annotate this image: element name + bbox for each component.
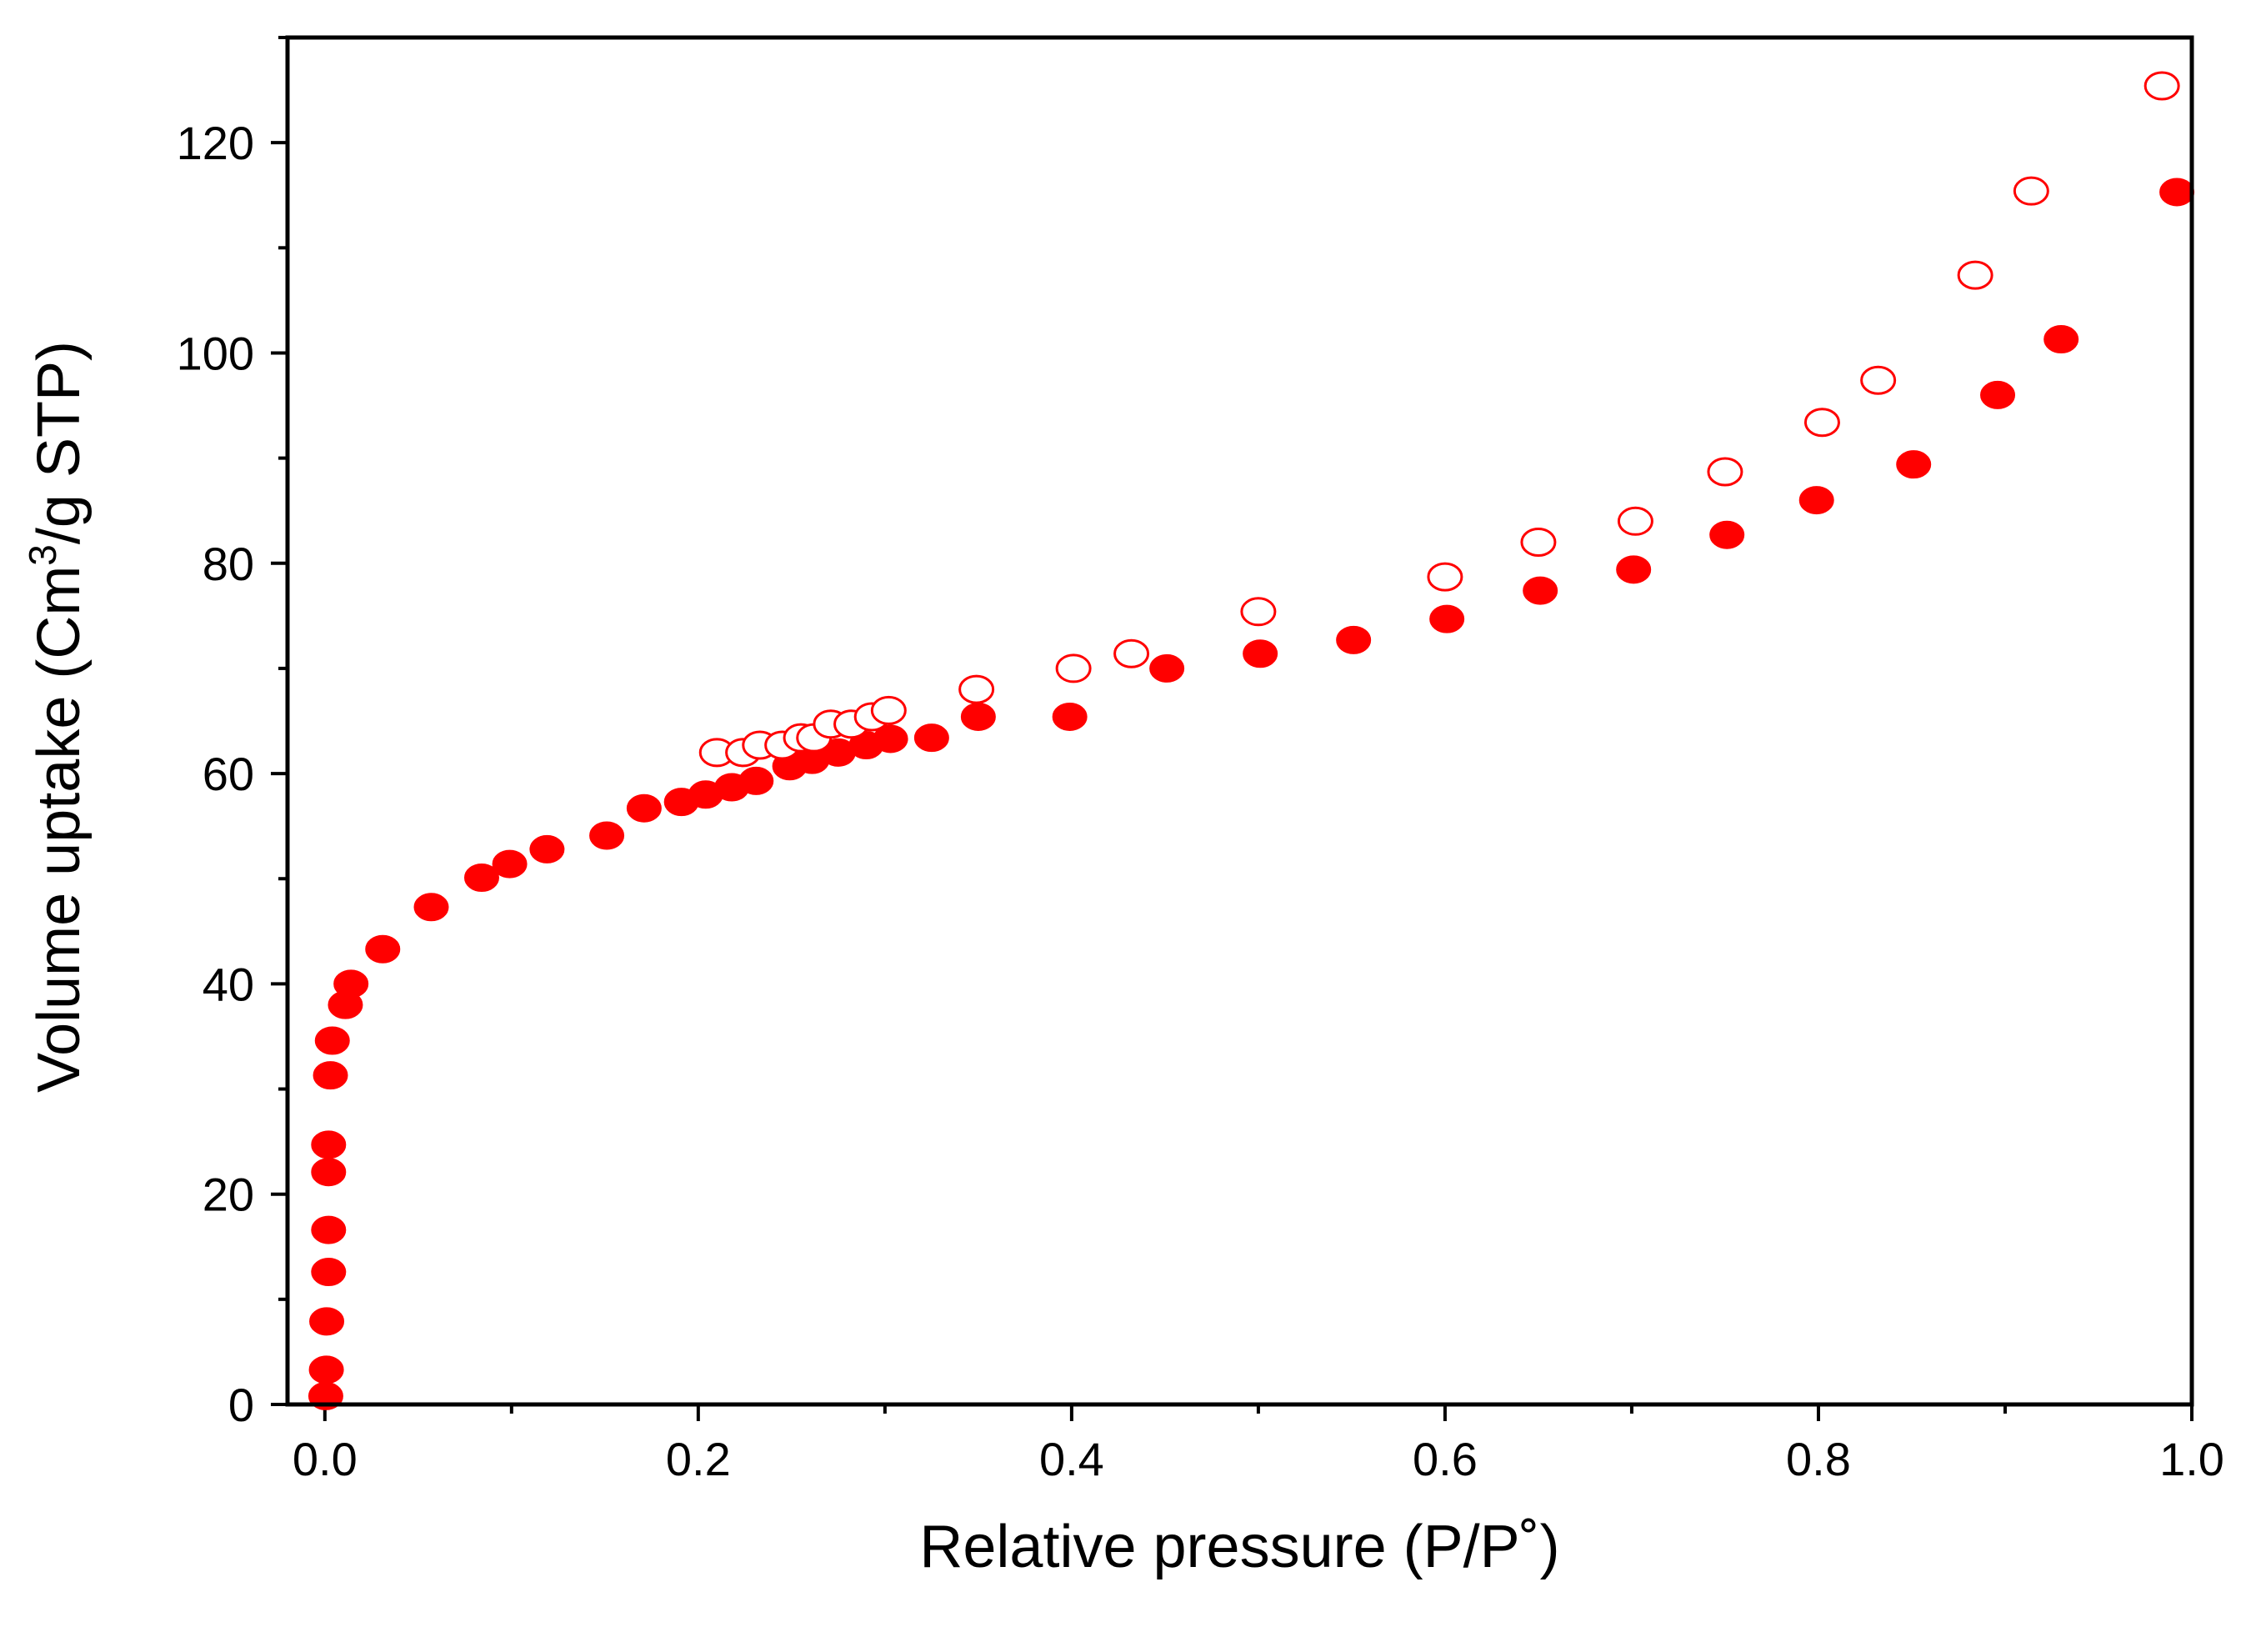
adsorption-point (589, 821, 625, 850)
y-tick-label: 80 (203, 538, 254, 590)
adsorption-point (1896, 450, 1932, 479)
x-axis-title: Relative pressure (P/P˚) (919, 1514, 1559, 1580)
adsorption-point (1798, 486, 1834, 515)
adsorption-point (1052, 702, 1088, 731)
desorption-point (2013, 176, 2049, 206)
adsorption-point (1616, 555, 1652, 584)
y-axis-title-main: Volume uptake (Cm (26, 566, 93, 1093)
adsorption-point (313, 1061, 348, 1090)
desorption-point (1707, 457, 1743, 487)
adsorption-point (2043, 325, 2079, 354)
y-tick-label: 0 (228, 1379, 254, 1431)
desorption-point (1617, 506, 1653, 536)
y-tick-label: 120 (177, 117, 254, 169)
adsorption-point (913, 723, 949, 753)
adsorption-point (1336, 625, 1372, 654)
adsorption-point (738, 766, 774, 795)
x-tick-label: 0.2 (666, 1433, 731, 1485)
desorption-point (1957, 260, 1993, 290)
desorption-point (1520, 528, 1557, 558)
x-tick-label: 0.0 (293, 1433, 358, 1485)
adsorption-point (1429, 604, 1465, 633)
y-tick-label: 100 (177, 327, 254, 379)
y-axis-title-superscript: 3 (21, 544, 64, 566)
series-adsorption (308, 178, 2195, 1410)
y-tick-label: 60 (203, 748, 254, 800)
adsorption-point (463, 863, 499, 892)
x-tick-label: 0.8 (1786, 1433, 1851, 1485)
adsorption-point (309, 1307, 345, 1336)
adsorption-point (314, 1026, 350, 1055)
plot-frame (285, 35, 2194, 1407)
y-tick-label: 40 (203, 958, 254, 1010)
adsorption-point (1709, 520, 1745, 549)
adsorption-point (1243, 639, 1278, 668)
adsorption-point (311, 1215, 347, 1244)
x-tick-labels: 0.0 0.2 0.4 0.6 0.8 1.0 (293, 1433, 2224, 1485)
adsorption-point (413, 893, 449, 922)
y-axis-title: Volume uptake (Cm3/g STP) (21, 341, 93, 1093)
adsorption-point (2159, 178, 2195, 207)
adsorption-point (311, 1130, 347, 1159)
desorption-point (1055, 653, 1092, 683)
adsorption-point (873, 724, 908, 753)
desorption-point (958, 674, 995, 704)
x-tick-label: 0.4 (1039, 1433, 1104, 1485)
adsorption-point (333, 969, 369, 999)
y-tick-labels: 0 20 40 60 80 100 120 (177, 117, 254, 1431)
points-layer (308, 71, 2195, 1410)
adsorption-point (1980, 380, 2016, 409)
desorption-point (1240, 597, 1277, 627)
series-desorption (698, 71, 2180, 768)
adsorption-point (1523, 576, 1558, 605)
desorption-point (2143, 71, 2180, 101)
adsorption-point (308, 1355, 344, 1384)
adsorption-point (529, 834, 565, 864)
y-tick-label: 20 (203, 1169, 254, 1221)
desorption-point (1427, 562, 1463, 592)
x-tick-label: 1.0 (2159, 1433, 2224, 1485)
x-tick-label: 0.6 (1413, 1433, 1478, 1485)
adsorption-point (365, 934, 401, 964)
desorption-point (1803, 408, 1840, 438)
adsorption-point (960, 702, 996, 731)
adsorption-point (1149, 653, 1185, 683)
desorption-point (1860, 365, 1897, 395)
adsorption-point (626, 793, 662, 823)
y-axis-title-unit: /g STP) (26, 341, 93, 544)
desorption-point (1113, 638, 1150, 668)
adsorption-point (311, 1258, 347, 1287)
adsorption-point (311, 1158, 347, 1187)
desorption-point (870, 695, 907, 725)
adsorption-point (492, 849, 528, 879)
